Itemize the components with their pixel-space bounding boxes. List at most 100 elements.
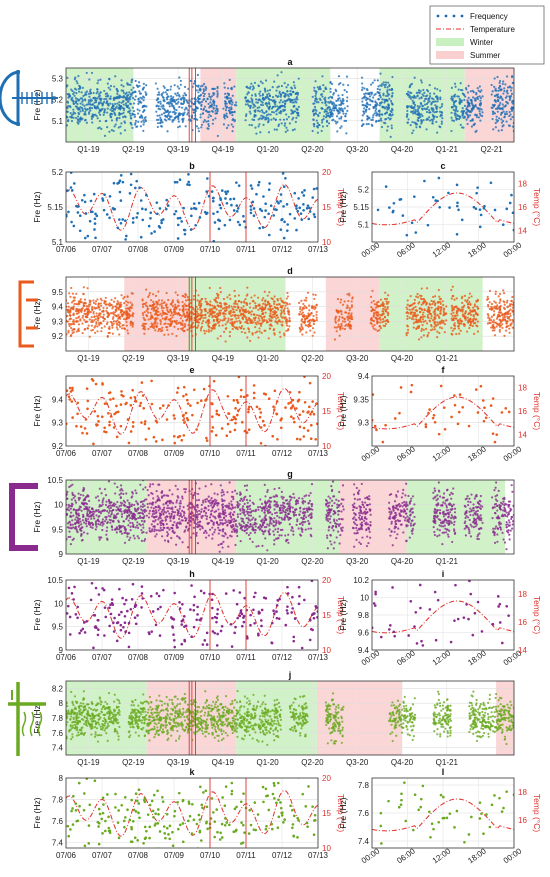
frequency-point bbox=[252, 118, 256, 122]
frequency-point bbox=[119, 174, 123, 177]
frequency-point bbox=[475, 300, 478, 303]
frequency-point bbox=[478, 208, 482, 211]
frequency-point bbox=[450, 288, 453, 292]
frequency-point bbox=[417, 111, 420, 114]
frequency-point bbox=[133, 395, 137, 399]
frequency-point bbox=[97, 420, 100, 423]
frequency-point bbox=[93, 326, 96, 329]
frequency-point bbox=[411, 99, 414, 102]
frequency-point bbox=[431, 328, 434, 331]
frequency-point bbox=[459, 319, 462, 323]
x-tick-label: Q1-20 bbox=[256, 354, 279, 363]
x-tick-label: 12:00 bbox=[431, 240, 453, 259]
frequency-point bbox=[202, 82, 206, 86]
frequency-point bbox=[235, 308, 238, 312]
frequency-point bbox=[300, 191, 304, 194]
frequency-point bbox=[340, 310, 343, 313]
frequency-point bbox=[437, 432, 441, 436]
frequency-point bbox=[69, 295, 72, 298]
frequency-point bbox=[339, 99, 342, 102]
frequency-point bbox=[311, 400, 314, 403]
frequency-point bbox=[300, 313, 303, 316]
frequency-point bbox=[154, 82, 158, 85]
frequency-point bbox=[286, 307, 289, 310]
frequency-point bbox=[282, 205, 285, 208]
frequency-point bbox=[237, 184, 241, 187]
frequency-point bbox=[309, 437, 313, 440]
frequency-point bbox=[242, 305, 245, 308]
y2-axis-label: Temp (°C) bbox=[336, 188, 346, 227]
frequency-point bbox=[88, 78, 91, 81]
frequency-point bbox=[220, 427, 224, 430]
frequency-point bbox=[508, 304, 512, 307]
frequency-point bbox=[207, 124, 211, 128]
frequency-point bbox=[134, 119, 138, 122]
frequency-point bbox=[368, 95, 372, 98]
frequency-point bbox=[171, 99, 174, 102]
frequency-point bbox=[278, 319, 281, 322]
frequency-point bbox=[267, 337, 270, 340]
frequency-point bbox=[371, 81, 374, 84]
frequency-point bbox=[208, 315, 211, 318]
frequency-point bbox=[491, 90, 494, 93]
frequency-point bbox=[255, 192, 258, 196]
frequency-point bbox=[119, 308, 122, 312]
frequency-point bbox=[298, 326, 301, 329]
frequency-point bbox=[288, 391, 292, 394]
frequency-point bbox=[314, 97, 317, 101]
frequency-point bbox=[123, 327, 127, 331]
frequency-point bbox=[232, 209, 236, 212]
frequency-point bbox=[271, 297, 274, 301]
frequency-point bbox=[70, 400, 74, 403]
frequency-point bbox=[499, 320, 503, 324]
frequency-point bbox=[420, 336, 423, 339]
frequency-point bbox=[183, 315, 187, 318]
frequency-point bbox=[377, 119, 380, 123]
frequency-point bbox=[155, 212, 159, 216]
frequency-point bbox=[126, 418, 130, 421]
frequency-point bbox=[259, 442, 263, 445]
frequency-point bbox=[466, 100, 470, 104]
frequency-point bbox=[118, 116, 121, 120]
frequency-point bbox=[209, 308, 212, 311]
frequency-point bbox=[143, 332, 146, 335]
frequency-point bbox=[95, 423, 98, 426]
y-tick-label: 5.2 bbox=[52, 168, 64, 177]
frequency-point bbox=[227, 412, 230, 415]
frequency-point bbox=[279, 199, 282, 203]
frequency-point bbox=[314, 438, 318, 441]
frequency-point bbox=[276, 316, 280, 319]
frequency-point bbox=[469, 90, 472, 93]
frequency-point bbox=[250, 187, 254, 190]
frequency-point bbox=[450, 86, 454, 89]
frequency-point bbox=[325, 104, 328, 107]
frequency-point bbox=[405, 334, 408, 337]
frequency-point bbox=[429, 303, 432, 306]
frequency-point bbox=[303, 304, 306, 308]
frequency-point bbox=[476, 411, 480, 414]
frequency-point bbox=[96, 414, 100, 418]
frequency-point bbox=[277, 124, 280, 128]
frequency-point bbox=[141, 299, 144, 302]
frequency-point bbox=[191, 306, 194, 309]
frequency-point bbox=[222, 115, 226, 118]
frequency-point bbox=[141, 207, 144, 211]
frequency-point bbox=[289, 99, 293, 102]
frequency-point bbox=[91, 115, 94, 118]
frequency-point bbox=[314, 293, 317, 297]
frequency-point bbox=[216, 304, 219, 307]
frequency-point bbox=[491, 112, 495, 116]
frequency-point bbox=[201, 92, 205, 95]
frequency-point bbox=[286, 303, 289, 306]
frequency-point bbox=[374, 109, 377, 112]
frequency-point bbox=[230, 111, 234, 114]
frequency-point bbox=[153, 230, 156, 233]
frequency-point bbox=[225, 305, 229, 309]
frequency-point bbox=[98, 113, 102, 116]
frequency-point bbox=[379, 327, 382, 330]
frequency-point bbox=[266, 300, 269, 304]
frequency-point bbox=[502, 119, 505, 123]
frequency-point bbox=[415, 126, 418, 129]
frequency-point bbox=[382, 106, 385, 109]
frequency-point bbox=[276, 297, 279, 301]
